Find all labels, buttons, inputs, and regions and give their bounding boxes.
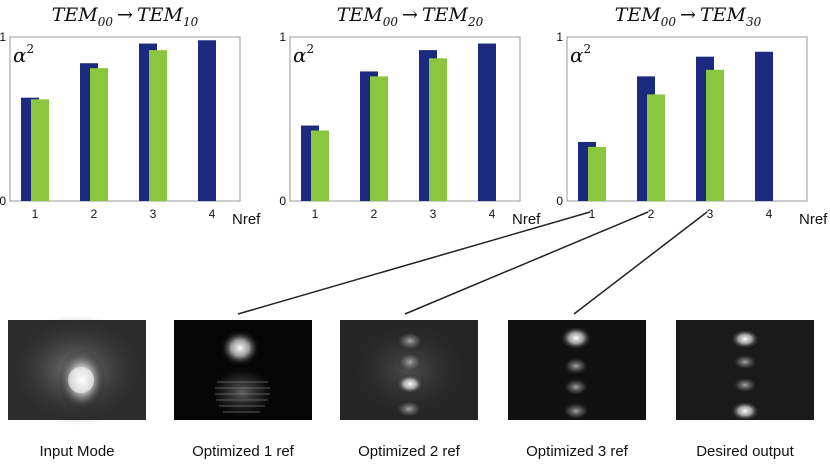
connector-lines — [237, 211, 708, 315]
bar-green-3 — [706, 69, 724, 201]
xtick-label: 2 — [371, 207, 378, 221]
xtick-label: 2 — [648, 207, 655, 221]
ytick-label: 1 — [279, 30, 286, 44]
bar-green-3 — [149, 50, 167, 202]
y-axis-label: α2 — [570, 42, 591, 67]
chart-title: TEM00 → TEM20 — [337, 4, 484, 29]
bar-green-1 — [31, 99, 49, 201]
ytick-label: 1 — [556, 30, 563, 44]
caption-optimized-2-ref: Optimized 2 ref — [358, 443, 461, 460]
xtick-label: 3 — [150, 207, 157, 221]
image-optimized-1-ref — [174, 320, 312, 420]
bar-green-2 — [90, 68, 108, 201]
xtick-label: 3 — [430, 207, 437, 221]
bar-green-1 — [311, 130, 329, 201]
xtick-label: 4 — [209, 207, 216, 221]
image-input-mode — [7, 315, 147, 425]
caption-optimized-3-ref: Optimized 3 ref — [526, 443, 629, 460]
xtick-label: 1 — [312, 207, 319, 221]
y-axis-label: α2 — [293, 42, 314, 67]
ytick-label: 0 — [279, 194, 286, 208]
chart-tem20: 0 1 1 2 3 4 Nref α2 TEM00 → TEM20 — [279, 4, 541, 228]
connector-line-1 — [237, 211, 591, 315]
xtick-label: 3 — [707, 207, 714, 221]
xtick-label: 1 — [32, 207, 39, 221]
chart-tem10: 0 1 1 2 3 4 Nref α2 TEM00 → TEM10 — [0, 4, 261, 228]
bar-green-2 — [647, 94, 665, 201]
image-optimized-2-ref — [340, 320, 478, 420]
xtick-label: 1 — [589, 207, 596, 221]
bar-blue-4 — [755, 51, 773, 202]
ytick-label: 1 — [0, 30, 6, 44]
bar-green-1 — [588, 146, 606, 201]
bar-green-2 — [370, 76, 388, 201]
x-axis-label: Nref — [799, 211, 828, 228]
caption-input-mode: Input Mode — [39, 443, 114, 460]
x-axis-label: Nref — [512, 211, 541, 228]
bar-green-3 — [429, 58, 447, 201]
chart-title: TEM00 → TEM10 — [52, 4, 199, 29]
plot-frame — [566, 36, 808, 202]
image-desired-output — [676, 320, 814, 421]
ytick-label: 0 — [556, 194, 563, 208]
plot-frame — [289, 36, 521, 202]
chart-title: TEM00 → TEM30 — [615, 4, 762, 29]
caption-desired-output: Desired output — [696, 443, 794, 460]
xtick-label: 2 — [91, 207, 98, 221]
bar-blue-4 — [198, 40, 216, 201]
bar-blue-4 — [478, 43, 496, 202]
connector-line-3 — [573, 211, 708, 315]
x-axis-label: Nref — [232, 211, 261, 228]
ytick-label: 0 — [0, 194, 6, 208]
caption-optimized-1-ref: Optimized 1 ref — [192, 443, 295, 460]
xtick-label: 4 — [489, 207, 496, 221]
xtick-label: 4 — [766, 207, 773, 221]
connector-line-2 — [404, 211, 649, 315]
chart-tem30: 0 1 1 2 3 4 Nref α2 TEM00 → TEM30 — [556, 4, 828, 228]
plot-frame — [9, 36, 241, 202]
image-optimized-3-ref — [508, 320, 646, 420]
y-axis-label: α2 — [13, 42, 34, 67]
